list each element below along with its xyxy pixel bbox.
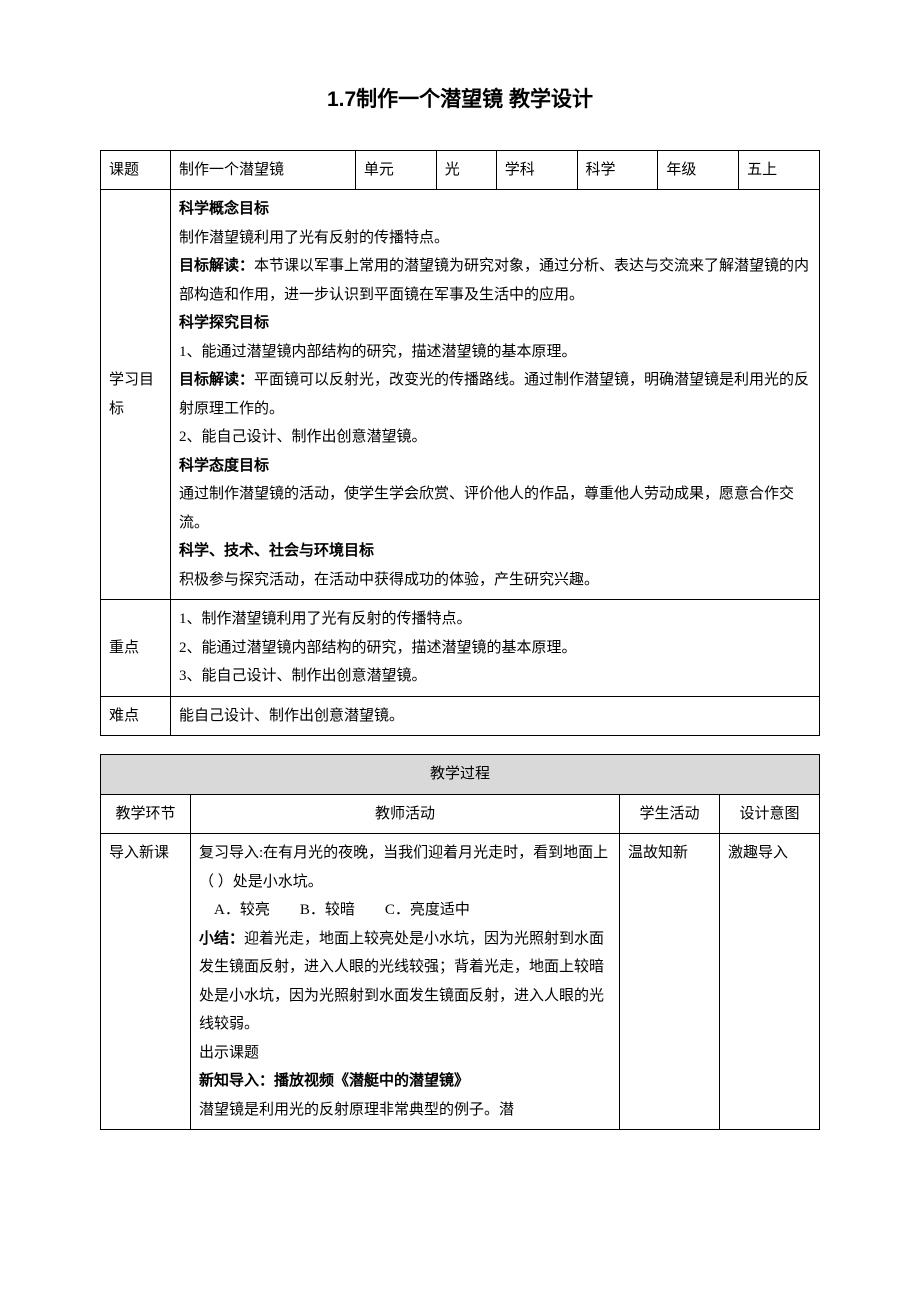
activity-p2: A．较亮 B．较暗 C．亮度适中 <box>199 896 611 925</box>
process-row-1: 导入新课 复习导入:在有月光的夜晚，当我们迎着月光走时，看到地面上（ ）处是小水… <box>101 834 820 1130</box>
interpret-text-2: 平面镜可以反射光，改变光的传播路线。通过制作潜望镜，明确潜望镜是利用光的反射原理… <box>179 372 809 417</box>
inquiry-goal-2: 2、能自己设计、制作出创意潜望镜。 <box>179 423 811 452</box>
objectives-label: 学习目标 <box>101 190 171 600</box>
unit-label: 单元 <box>355 150 436 190</box>
header-row: 课题 制作一个潜望镜 单元 光 学科 科学 年级 五上 <box>101 150 820 190</box>
difficulty-label: 难点 <box>101 696 171 736</box>
process-header: 教学过程 <box>101 755 820 795</box>
inquiry-interpret: 目标解读：平面镜可以反射光，改变光的传播路线。通过制作潜望镜，明确潜望镜是利用光… <box>179 366 811 423</box>
document-title: 1.7制作一个潜望镜 教学设计 <box>100 80 820 120</box>
student-cell: 温故知新 <box>620 834 720 1130</box>
activity-p1: 复习导入:在有月光的夜晚，当我们迎着月光走时，看到地面上（ ）处是小水坑。 <box>199 839 611 896</box>
unit-value: 光 <box>436 150 496 190</box>
info-table: 课题 制作一个潜望镜 单元 光 学科 科学 年级 五上 学习目标 科学概念目标 … <box>100 150 820 737</box>
topic-label: 课题 <box>101 150 171 190</box>
grade-value: 五上 <box>739 150 820 190</box>
activity-p4: 出示课题 <box>199 1039 611 1068</box>
difficulty-row: 难点 能自己设计、制作出创意潜望镜。 <box>101 696 820 736</box>
col-stage: 教学环节 <box>101 794 191 834</box>
activity-p6: 潜望镜是利用光的反射原理非常典型的例子。潜 <box>199 1096 611 1125</box>
inquiry-goal-heading: 科学探究目标 <box>179 309 811 338</box>
activity-p5: 新知导入：播放视频《潜艇中的潜望镜》 <box>199 1067 611 1096</box>
objectives-content: 科学概念目标 制作潜望镜利用了光有反射的传播特点。 目标解读：本节课以军事上常用… <box>171 190 820 600</box>
keypoints-label: 重点 <box>101 600 171 697</box>
attitude-goal-text: 通过制作潜望镜的活动，使学生学会欣赏、评价他人的作品，尊重他人劳动成果，愿意合作… <box>179 480 811 537</box>
new-intro-text: 播放视频《潜艇中的潜望镜》 <box>274 1073 469 1089</box>
activity-cell: 复习导入:在有月光的夜晚，当我们迎着月光走时，看到地面上（ ）处是小水坑。 A．… <box>191 834 620 1130</box>
keypoints-content: 1、制作潜望镜利用了光有反射的传播特点。 2、能通过潜望镜内部结构的研究，描述潜… <box>171 600 820 697</box>
col-student: 学生活动 <box>620 794 720 834</box>
interpret-label-2: 目标解读： <box>179 372 254 388</box>
topic-value: 制作一个潜望镜 <box>171 150 356 190</box>
summary-label: 小结： <box>199 931 244 947</box>
keypoint-1: 1、制作潜望镜利用了光有反射的传播特点。 <box>179 605 811 634</box>
keypoint-3: 3、能自己设计、制作出创意潜望镜。 <box>179 662 811 691</box>
inquiry-goal-1: 1、能通过潜望镜内部结构的研究，描述潜望镜的基本原理。 <box>179 338 811 367</box>
subject-label: 学科 <box>496 150 577 190</box>
stse-goal-text: 积极参与探究活动，在活动中获得成功的体验，产生研究兴趣。 <box>179 566 811 595</box>
activity-p3: 小结：迎着光走，地面上较亮处是小水坑，因为光照射到水面发生镜面反射，进入人眼的光… <box>199 925 611 1039</box>
attitude-goal-heading: 科学态度目标 <box>179 452 811 481</box>
stage-cell: 导入新课 <box>101 834 191 1130</box>
new-intro-label: 新知导入： <box>199 1073 274 1089</box>
col-activity: 教师活动 <box>191 794 620 834</box>
intent-cell: 激趣导入 <box>720 834 820 1130</box>
interpret-text-1: 本节课以军事上常用的潜望镜为研究对象，通过分析、表达与交流来了解潜望镜的内部构造… <box>179 258 809 303</box>
difficulty-value: 能自己设计、制作出创意潜望镜。 <box>171 696 820 736</box>
objectives-row: 学习目标 科学概念目标 制作潜望镜利用了光有反射的传播特点。 目标解读：本节课以… <box>101 190 820 600</box>
interpret-label-1: 目标解读： <box>179 258 254 274</box>
concept-goal-interpret: 目标解读：本节课以军事上常用的潜望镜为研究对象，通过分析、表达与交流来了解潜望镜… <box>179 252 811 309</box>
process-header-row: 教学过程 <box>101 755 820 795</box>
concept-goal-heading: 科学概念目标 <box>179 195 811 224</box>
keypoints-row: 重点 1、制作潜望镜利用了光有反射的传播特点。 2、能通过潜望镜内部结构的研究，… <box>101 600 820 697</box>
col-intent: 设计意图 <box>720 794 820 834</box>
concept-goal-text: 制作潜望镜利用了光有反射的传播特点。 <box>179 224 811 253</box>
subject-value: 科学 <box>577 150 658 190</box>
stse-goal-heading: 科学、技术、社会与环境目标 <box>179 537 811 566</box>
summary-text: 迎着光走，地面上较亮处是小水坑，因为光照射到水面发生镜面反射，进入人眼的光线较强… <box>199 931 604 1033</box>
process-columns-row: 教学环节 教师活动 学生活动 设计意图 <box>101 794 820 834</box>
process-table: 教学过程 教学环节 教师活动 学生活动 设计意图 导入新课 复习导入:在有月光的… <box>100 754 820 1130</box>
grade-label: 年级 <box>658 150 739 190</box>
keypoint-2: 2、能通过潜望镜内部结构的研究，描述潜望镜的基本原理。 <box>179 634 811 663</box>
